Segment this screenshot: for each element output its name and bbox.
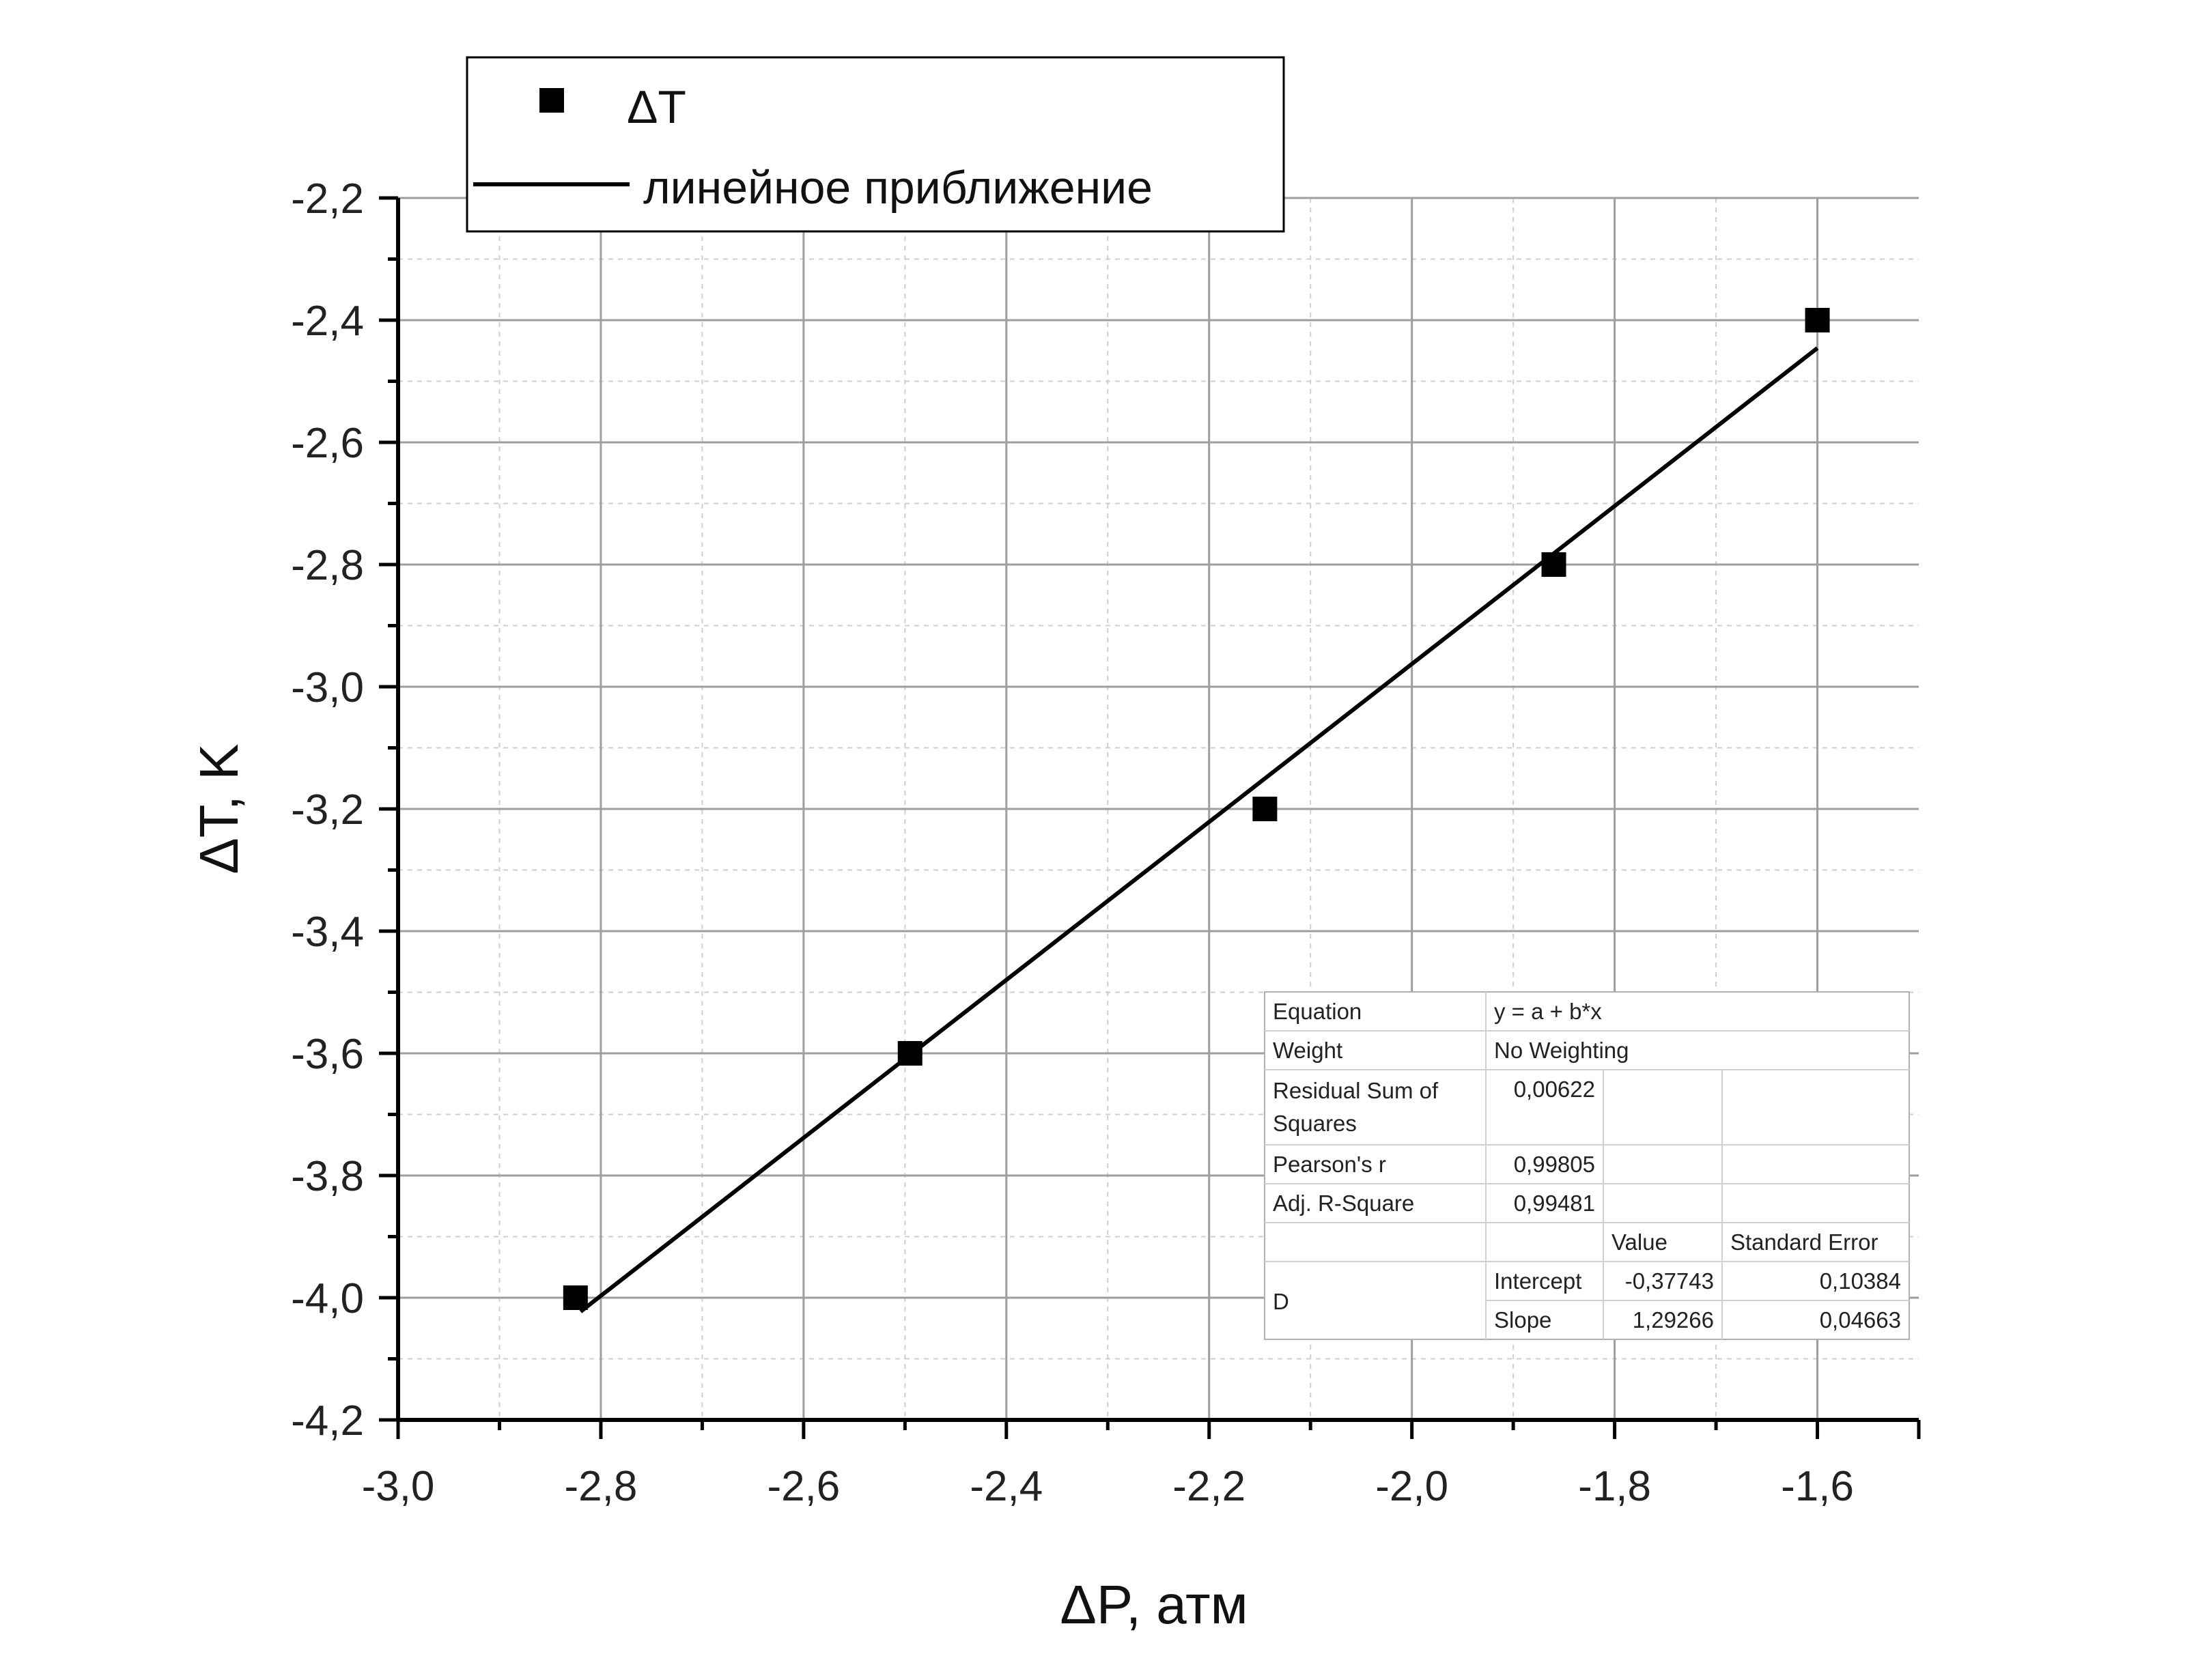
y-tick-label: -4,0 <box>291 1275 364 1322</box>
x-tick-label: -3,0 <box>362 1463 435 1510</box>
stats-cell: Weight <box>1273 1038 1342 1063</box>
x-tick-label: -2,2 <box>1172 1463 1245 1510</box>
x-tick-labels: -3,0 -2,8 -2,6 -2,4 -2,2 -2,0 -1,8 -1,6 <box>362 1463 1854 1510</box>
stats-cell: Standard Error <box>1730 1229 1878 1255</box>
axes <box>379 196 1921 1439</box>
y-tick-label: -2,2 <box>291 175 364 223</box>
stats-cell: Squares <box>1273 1111 1357 1136</box>
stats-cell: 0,00622 <box>1514 1077 1595 1102</box>
y-tick-label: -3,4 <box>291 909 364 956</box>
stats-cell: Adj. R-Square <box>1273 1191 1414 1216</box>
stats-cell: Slope <box>1494 1307 1551 1333</box>
legend: ΔT линейное приближение <box>466 56 1285 233</box>
x-tick-label: -1,8 <box>1578 1463 1651 1510</box>
x-tick-label: -2,4 <box>970 1463 1043 1510</box>
stats-cell: D <box>1273 1289 1289 1314</box>
y-tick-label: -3,6 <box>291 1031 364 1078</box>
y-axis-title: ΔT, K <box>188 743 249 874</box>
legend-label-scatter: ΔT <box>627 81 686 133</box>
fit-line-layer <box>579 346 1819 1313</box>
legend-box <box>466 56 1285 233</box>
y-tick-label: -3,2 <box>291 786 364 834</box>
stats-cell: 0,99805 <box>1514 1152 1595 1177</box>
x-axis-title: ΔP, атм <box>1060 1574 1248 1635</box>
fit-line <box>579 346 1819 1313</box>
stats-cell: Value <box>1611 1229 1667 1255</box>
data-point <box>1805 308 1830 332</box>
legend-label-fit: линейное приближение <box>643 162 1153 214</box>
y-tick-label: -2,4 <box>291 298 364 345</box>
x-tick-label: -2,6 <box>767 1463 840 1510</box>
stats-cell: y = a + b*x <box>1494 999 1602 1024</box>
y-tick-label: -4,2 <box>291 1397 364 1444</box>
data-points <box>563 308 1830 1310</box>
x-tick-label: -1,6 <box>1781 1463 1854 1510</box>
legend-marker-square <box>539 88 564 113</box>
stats-table-box <box>1264 991 1910 1340</box>
data-point <box>897 1041 923 1066</box>
x-tick-label: -2,0 <box>1375 1463 1448 1510</box>
stats-cell: 0,04663 <box>1820 1307 1901 1333</box>
data-point <box>1541 552 1566 577</box>
stats-cell: Intercept <box>1494 1268 1581 1294</box>
stats-table: Equation y = a + b*x Weight No Weighting Res… <box>1264 991 1910 1340</box>
stats-cell: Equation <box>1273 999 1362 1024</box>
y-tick-label: -2,6 <box>291 420 364 467</box>
stats-cell: Residual Sum of <box>1273 1078 1439 1103</box>
stats-cell: 0,99481 <box>1514 1191 1595 1216</box>
y-tick-labels: -2,2 -2,4 -2,6 -2,8 -3,0 -3,2 -3,4 -3,6 -3,8 -4,0… <box>291 175 364 1444</box>
stats-cell: Pearson's r <box>1273 1152 1386 1177</box>
grid <box>398 197 1919 1420</box>
data-point <box>563 1285 588 1310</box>
stats-cell: 0,10384 <box>1820 1268 1901 1294</box>
y-tick-label: -3,0 <box>291 664 364 711</box>
data-point <box>1252 797 1278 821</box>
y-tick-label: -2,8 <box>291 542 364 589</box>
y-tick-label: -3,8 <box>291 1153 364 1200</box>
stats-cell: 1,29266 <box>1633 1307 1714 1333</box>
stats-cell: -0,37743 <box>1625 1268 1714 1294</box>
stats-cell: No Weighting <box>1494 1038 1629 1063</box>
x-tick-label: -2,8 <box>565 1463 638 1510</box>
